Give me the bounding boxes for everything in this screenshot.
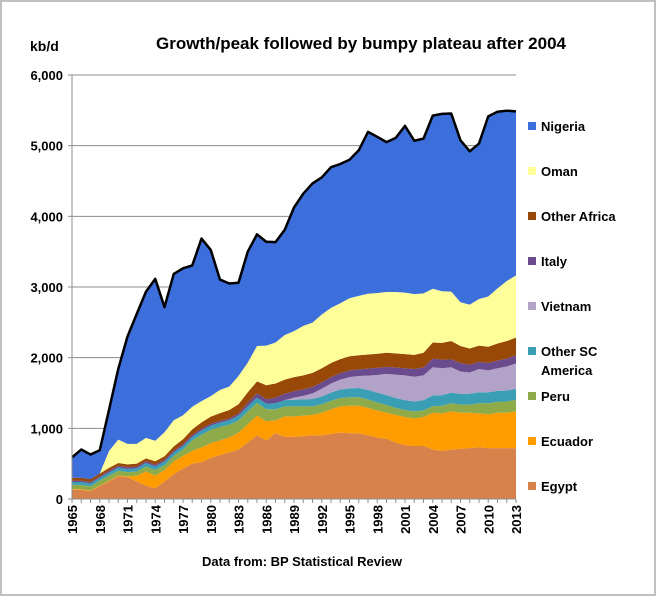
legend-label-other-sc-america-line2: America <box>541 363 593 378</box>
x-tick-label: 2010 <box>481 505 496 534</box>
legend-swatch-nigeria <box>528 122 536 130</box>
chart-title: Growth/peak followed by bumpy plateau af… <box>156 34 567 53</box>
x-tick-label: 1965 <box>65 505 80 534</box>
x-tick-label: 1983 <box>232 505 247 534</box>
x-axis-ticks: 1965 1968 1971 1974 1977 1980 1983 1986 1989 1992… <box>65 504 524 534</box>
legend-swatch-peru <box>528 392 536 400</box>
x-tick-label: 1977 <box>176 505 191 534</box>
x-tick-label: 1980 <box>204 505 219 534</box>
x-tick-label: 2013 <box>509 505 524 534</box>
area-ecuador <box>72 405 516 492</box>
y-tick-label: 6,000 <box>30 68 63 83</box>
x-tick-label: 1974 <box>148 504 163 534</box>
legend-swatch-ecuador <box>528 437 536 445</box>
x-tick-label: 1968 <box>93 505 108 534</box>
y-tick-label: 5,000 <box>30 139 63 154</box>
legend-swatch-italy <box>528 257 536 265</box>
legend-label-italy: Italy <box>541 254 568 269</box>
area-egypt <box>72 432 516 499</box>
x-tick-label: 2001 <box>398 505 413 534</box>
legend-label-nigeria: Nigeria <box>541 119 586 134</box>
legend-label-oman: Oman <box>541 164 578 179</box>
total-line <box>71 109 517 459</box>
y-axis-ticks: 0 1,000 2,000 3,000 4,000 5,000 6,000 <box>30 68 63 507</box>
y-tick-label: 3,000 <box>30 280 63 295</box>
legend-label-egypt: Egypt <box>541 479 578 494</box>
area-peru <box>72 397 516 491</box>
legend-label-ecuador: Ecuador <box>541 434 593 449</box>
area-oman <box>72 275 516 480</box>
legend-label-vietnam: Vietnam <box>541 299 591 314</box>
x-tick-label: 2007 <box>454 505 469 534</box>
source-note: Data from: BP Statistical Review <box>202 554 403 569</box>
legend-label-peru: Peru <box>541 389 570 404</box>
x-tick-label: 1995 <box>343 505 358 534</box>
x-tick-label: 2004 <box>426 504 441 534</box>
legend: Nigeria Oman Other Africa Italy Vietnam Other… <box>528 119 616 494</box>
area-other-africa <box>72 337 516 483</box>
total-line-layer <box>71 109 517 459</box>
axes <box>68 74 517 503</box>
legend-swatch-oman <box>528 167 536 175</box>
legend-swatch-other-sc-america <box>528 347 536 355</box>
legend-swatch-egypt <box>528 482 536 490</box>
y-axis-unit-label: kb/d <box>30 38 59 54</box>
area-italy <box>72 355 516 484</box>
x-tick-label: 1971 <box>121 505 136 534</box>
x-tick-label: 1989 <box>287 505 302 534</box>
y-tick-label: 1,000 <box>30 421 63 436</box>
legend-label-other-sc-america: Other SC <box>541 344 598 359</box>
area-nigeria <box>72 110 516 480</box>
x-tick-label: 1992 <box>315 505 330 534</box>
area-other-sc-america <box>72 388 516 487</box>
y-tick-label: 0 <box>56 492 63 507</box>
x-tick-label: 1986 <box>259 505 274 534</box>
legend-label-other-africa: Other Africa <box>541 209 616 224</box>
legend-swatch-other-africa <box>528 212 536 220</box>
x-tick-label: 1998 <box>370 505 385 534</box>
series-areas <box>72 110 516 499</box>
y-tick-label: 4,000 <box>30 209 63 224</box>
legend-swatch-vietnam <box>528 302 536 310</box>
area-vietnam <box>72 363 516 484</box>
y-tick-label: 2,000 <box>30 351 63 366</box>
